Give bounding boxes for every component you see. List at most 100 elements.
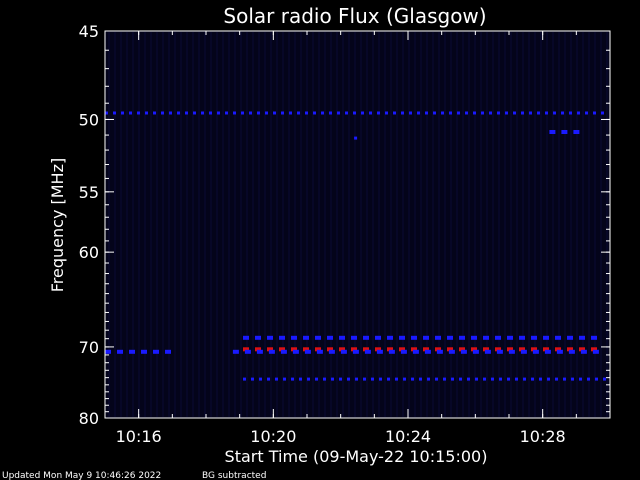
x-tick-label: 10:28 bbox=[520, 427, 566, 446]
emission-dash bbox=[193, 111, 196, 115]
emission-dash bbox=[561, 111, 564, 115]
time-stripe bbox=[108, 32, 110, 417]
y-tick-label: 70 bbox=[79, 338, 99, 357]
emission-dash bbox=[411, 335, 417, 340]
emission-dash bbox=[297, 111, 300, 115]
emission-dash bbox=[376, 349, 383, 354]
x-axis: 10:16 10:20 10:24 10:28 bbox=[104, 31, 611, 446]
emission-dash bbox=[544, 349, 551, 354]
emission-dash bbox=[129, 349, 135, 354]
emission-dash bbox=[556, 349, 563, 354]
time-stripe bbox=[414, 32, 416, 417]
time-stripe bbox=[522, 32, 524, 417]
emission-dash bbox=[449, 111, 452, 115]
emission-dash bbox=[337, 111, 340, 115]
emission-dash bbox=[447, 335, 453, 340]
emission-dash bbox=[587, 377, 590, 381]
emission-dash bbox=[241, 111, 244, 115]
time-stripe bbox=[162, 32, 164, 417]
emission-dash bbox=[577, 111, 580, 115]
emission-dash bbox=[393, 111, 396, 115]
emission-dash bbox=[363, 335, 369, 340]
emission-dash bbox=[441, 111, 444, 115]
emission-dash bbox=[273, 111, 276, 115]
plot-frame bbox=[104, 30, 611, 419]
emission-dash bbox=[471, 335, 477, 340]
emission-dash bbox=[321, 111, 324, 115]
emission-dash bbox=[232, 349, 239, 354]
chart-title: Solar radio Flux (Glasgow) bbox=[223, 4, 486, 28]
time-stripe bbox=[372, 32, 374, 417]
emission-dash bbox=[387, 347, 393, 352]
emission-dash bbox=[113, 111, 116, 115]
time-stripe bbox=[300, 32, 302, 417]
emission-dash bbox=[424, 349, 431, 354]
time-stripe bbox=[180, 32, 182, 417]
emission-dash bbox=[499, 377, 502, 381]
emission-dash bbox=[364, 349, 371, 354]
emission-dash bbox=[292, 349, 299, 354]
emission-dash bbox=[495, 347, 501, 352]
emission-dash bbox=[387, 335, 393, 340]
emission-dash bbox=[531, 335, 537, 340]
emission-dash bbox=[412, 349, 419, 354]
emission-dash bbox=[460, 349, 467, 354]
time-stripe bbox=[342, 32, 344, 417]
emission-dash bbox=[579, 347, 585, 352]
x-tick-label: 10:16 bbox=[116, 427, 162, 446]
emission-dash bbox=[129, 111, 132, 115]
time-stripe bbox=[276, 32, 278, 417]
time-stripe bbox=[114, 32, 116, 417]
time-stripe bbox=[582, 32, 584, 417]
time-stripe bbox=[354, 32, 356, 417]
emission-dash bbox=[483, 335, 489, 340]
emission-dash bbox=[141, 349, 147, 354]
emission-dash bbox=[457, 111, 460, 115]
time-stripe bbox=[336, 32, 338, 417]
time-stripe bbox=[540, 32, 542, 417]
y-tick-label: 80 bbox=[79, 409, 99, 428]
emission-dash bbox=[265, 111, 268, 115]
emission-dash bbox=[345, 111, 348, 115]
emission-dash bbox=[303, 347, 309, 352]
emission-dash bbox=[555, 347, 561, 352]
emission-dash bbox=[316, 349, 323, 354]
emission-dash bbox=[451, 377, 454, 381]
emission-dash bbox=[121, 111, 124, 115]
time-stripe bbox=[312, 32, 314, 417]
emission-dash bbox=[467, 377, 470, 381]
emission-dash bbox=[519, 347, 525, 352]
emission-dash bbox=[105, 349, 111, 354]
time-stripe bbox=[270, 32, 272, 417]
time-stripe bbox=[294, 32, 296, 417]
footer-bg-note: BG subtracted bbox=[202, 471, 266, 480]
emission-dash bbox=[483, 347, 489, 352]
emission-dash bbox=[153, 111, 156, 115]
emission-dash bbox=[331, 377, 334, 381]
time-stripe bbox=[438, 32, 440, 417]
emission-dash bbox=[532, 349, 539, 354]
emission-dash bbox=[568, 349, 575, 354]
emission-dash bbox=[243, 377, 246, 381]
emission-dash bbox=[315, 335, 321, 340]
y-axis: 45 50 55 60 70 80 bbox=[79, 22, 610, 428]
emission-dash bbox=[201, 111, 204, 115]
emission-dash bbox=[423, 335, 429, 340]
emission-dash bbox=[471, 347, 477, 352]
emission-dash bbox=[145, 111, 148, 115]
emission-dash bbox=[307, 377, 310, 381]
emission-dash bbox=[217, 111, 220, 115]
emission-dash bbox=[387, 377, 390, 381]
time-stripe bbox=[240, 32, 242, 417]
time-stripe bbox=[474, 32, 476, 417]
time-stripe bbox=[318, 32, 320, 417]
emission-dash bbox=[371, 377, 374, 381]
time-stripe bbox=[606, 32, 608, 417]
emission-dash bbox=[379, 377, 382, 381]
emission-dash bbox=[291, 347, 297, 352]
emission-dash bbox=[579, 335, 585, 340]
time-stripe bbox=[186, 32, 188, 417]
emission-dash bbox=[347, 377, 350, 381]
emission-dash bbox=[267, 335, 273, 340]
